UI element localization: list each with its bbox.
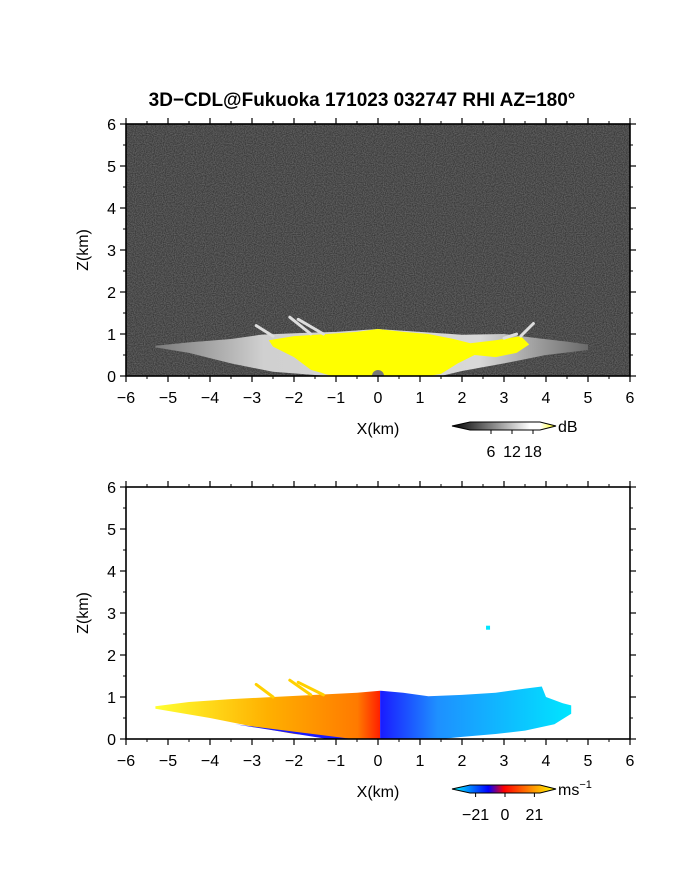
- velocity-xtick-label: −6: [117, 753, 135, 770]
- reflectivity-xtick-label: 1: [416, 390, 425, 407]
- velocity-axes: −6 −5 −4 −3 −2 −1 0 1 2 3 4 5 6 0 1 2 3 4 5 6: [107, 480, 636, 770]
- velocity-xlabel: X(km): [357, 784, 400, 801]
- velocity-colorbar-bar: [451, 784, 557, 794]
- reflectivity-core: [268, 329, 530, 376]
- reflectivity-ytick-label: 6: [107, 117, 116, 134]
- velocity-panel: −6 −5 −4 −3 −2 −1 0 1 2 3 4 5 6 0 1 2 3 4 5 6 X(km) Z(km) −…: [75, 480, 636, 824]
- figure-title: 3D−CDL@Fukuoka 171023 032747 RHI AZ=180°: [149, 90, 576, 111]
- reflectivity-colorbar-tick-label: 6: [487, 444, 496, 461]
- reflectivity-filament: [502, 332, 519, 340]
- reflectivity-colorbar: 6 12 18 dB: [451, 419, 578, 461]
- velocity-xtick-label: 0: [374, 753, 383, 770]
- velocity-filament: [288, 678, 313, 697]
- velocity-colorbar-unit-exponent: −1: [579, 779, 592, 791]
- reflectivity-filament: [296, 317, 325, 336]
- velocity-colorbar-tick-label: 0: [501, 807, 510, 824]
- reflectivity-xtick-label: −1: [327, 390, 345, 407]
- reflectivity-xtick-label: 6: [626, 390, 635, 407]
- velocity-ytick-label: 1: [107, 690, 116, 707]
- reflectivity-xtick-label: −6: [117, 390, 135, 407]
- reflectivity-xtick-label: −2: [285, 390, 303, 407]
- reflectivity-xtick-label: 2: [458, 390, 467, 407]
- reflectivity-colorbar-unit: dB: [558, 419, 578, 436]
- reflectivity-filament: [254, 324, 275, 338]
- reflectivity-xtick-label: 4: [542, 390, 551, 407]
- velocity-ytick-label: 0: [107, 732, 116, 749]
- velocity-positive-region: [155, 690, 381, 739]
- velocity-colorbar: −21 0 21 ms−1: [451, 779, 592, 824]
- reflectivity-xlabel: X(km): [357, 421, 400, 438]
- reflectivity-xtick-label: 5: [584, 390, 593, 407]
- velocity-ytick-label: 6: [107, 480, 116, 497]
- reflectivity-ytick-label: 5: [107, 159, 116, 176]
- reflectivity-ytick-label: 1: [107, 327, 116, 344]
- reflectivity-xtick-label: −5: [159, 390, 177, 407]
- velocity-negative-region: [380, 686, 572, 739]
- reflectivity-filament: [288, 315, 313, 336]
- velocity-ytick-label: 2: [107, 648, 116, 665]
- reflectivity-colorbar-tick-label: 18: [524, 444, 542, 461]
- velocity-xtick-label: −5: [159, 753, 177, 770]
- reflectivity-xtick-label: −3: [243, 390, 261, 407]
- velocity-xtick-label: −1: [327, 753, 345, 770]
- reflectivity-axes: −6 −5 −4 −3 −2 −1 0 1 2 3 4 5 6 0 1 2 3 4 5 6: [107, 117, 636, 407]
- reflectivity-ytick-label: 3: [107, 243, 116, 260]
- velocity-filaments: [235, 625, 491, 739]
- velocity-ylabel: Z(km): [75, 592, 92, 634]
- velocity-filament: [254, 682, 275, 699]
- velocity-xtick-label: −2: [285, 753, 303, 770]
- velocity-xtick-label: 5: [584, 753, 593, 770]
- reflectivity-filaments: [254, 315, 535, 340]
- velocity-ytick-label: 4: [107, 564, 116, 581]
- reflectivity-colorbar-bar: [451, 421, 557, 431]
- reflectivity-ylabel: Z(km): [75, 229, 92, 271]
- velocity-xtick-label: 3: [500, 753, 509, 770]
- reflectivity-ytick-label: 2: [107, 285, 116, 302]
- velocity-xtick-label: −3: [243, 753, 261, 770]
- velocity-ytick-label: 5: [107, 522, 116, 539]
- velocity-filament: [296, 680, 325, 697]
- velocity-xtick-label: 6: [626, 753, 635, 770]
- reflectivity-xtick-label: 0: [374, 390, 383, 407]
- velocity-isolated-pixel: [486, 625, 491, 630]
- velocity-xtick-label: 2: [458, 753, 467, 770]
- reflectivity-xtick-label: −4: [201, 390, 219, 407]
- reflectivity-filament: [519, 322, 535, 338]
- velocity-colorbar-tick-label: −21: [462, 807, 489, 824]
- radar-site-marker: [372, 370, 384, 376]
- velocity-low-level-band: [235, 724, 353, 739]
- velocity-xtick-label: −4: [201, 753, 219, 770]
- velocity-xtick-label: 1: [416, 753, 425, 770]
- reflectivity-ytick-label: 4: [107, 201, 116, 218]
- reflectivity-colorbar-tick-label: 12: [503, 444, 521, 461]
- velocity-colorbar-unit: ms−1: [558, 779, 592, 799]
- velocity-colorbar-tick-label: 21: [526, 807, 544, 824]
- velocity-ytick-label: 3: [107, 606, 116, 623]
- reflectivity-ytick-label: 0: [107, 369, 116, 386]
- velocity-xtick-label: 4: [542, 753, 551, 770]
- reflectivity-xtick-label: 3: [500, 390, 509, 407]
